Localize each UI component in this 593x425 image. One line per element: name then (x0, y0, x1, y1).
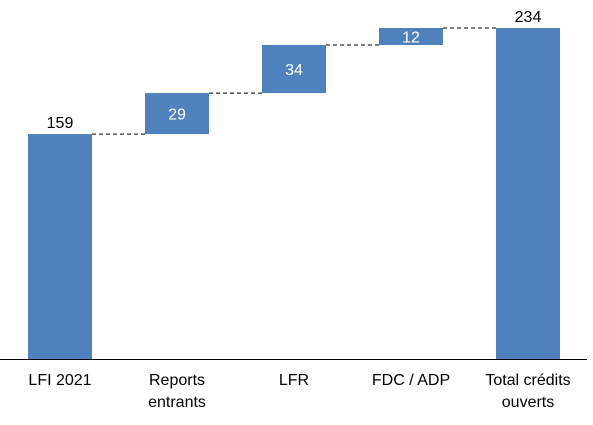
tick-label-line: Reports (149, 372, 205, 389)
bar-2 (262, 44, 326, 94)
bar-4 (496, 28, 560, 359)
data-label-0: 159 (47, 115, 74, 132)
tick-label-line: Total crédits (485, 372, 570, 389)
data-label-1: 29 (168, 107, 186, 124)
bars-group (28, 28, 560, 359)
tick-label-4: Total crédits ouverts (485, 372, 570, 411)
tick-label-1: Reports entrants (148, 372, 206, 411)
data-label-2: 34 (285, 62, 303, 79)
data-label-3: 12 (402, 29, 420, 46)
tick-label-line: FDC / ADP (372, 372, 450, 389)
tick-label-2: LFR (279, 372, 309, 389)
bar-1 (145, 93, 209, 135)
tick-label-0: LFI 2021 (28, 372, 91, 389)
bar-3 (379, 28, 443, 45)
tick-label-3: FDC / ADP (372, 372, 450, 389)
bar-0 (28, 134, 92, 359)
tick-labels-group: LFI 2021 Reports entrants LFR FDC / ADP Total… (28, 372, 570, 411)
connectors-group (92, 27, 496, 135)
tick-label-line: ouverts (502, 394, 554, 411)
tick-label-line: LFR (279, 372, 309, 389)
data-label-4: 234 (515, 9, 542, 26)
tick-label-line: LFI 2021 (28, 372, 91, 389)
data-labels-group: 159 29 34 12 234 (47, 9, 542, 132)
tick-label-line: entrants (148, 394, 206, 411)
